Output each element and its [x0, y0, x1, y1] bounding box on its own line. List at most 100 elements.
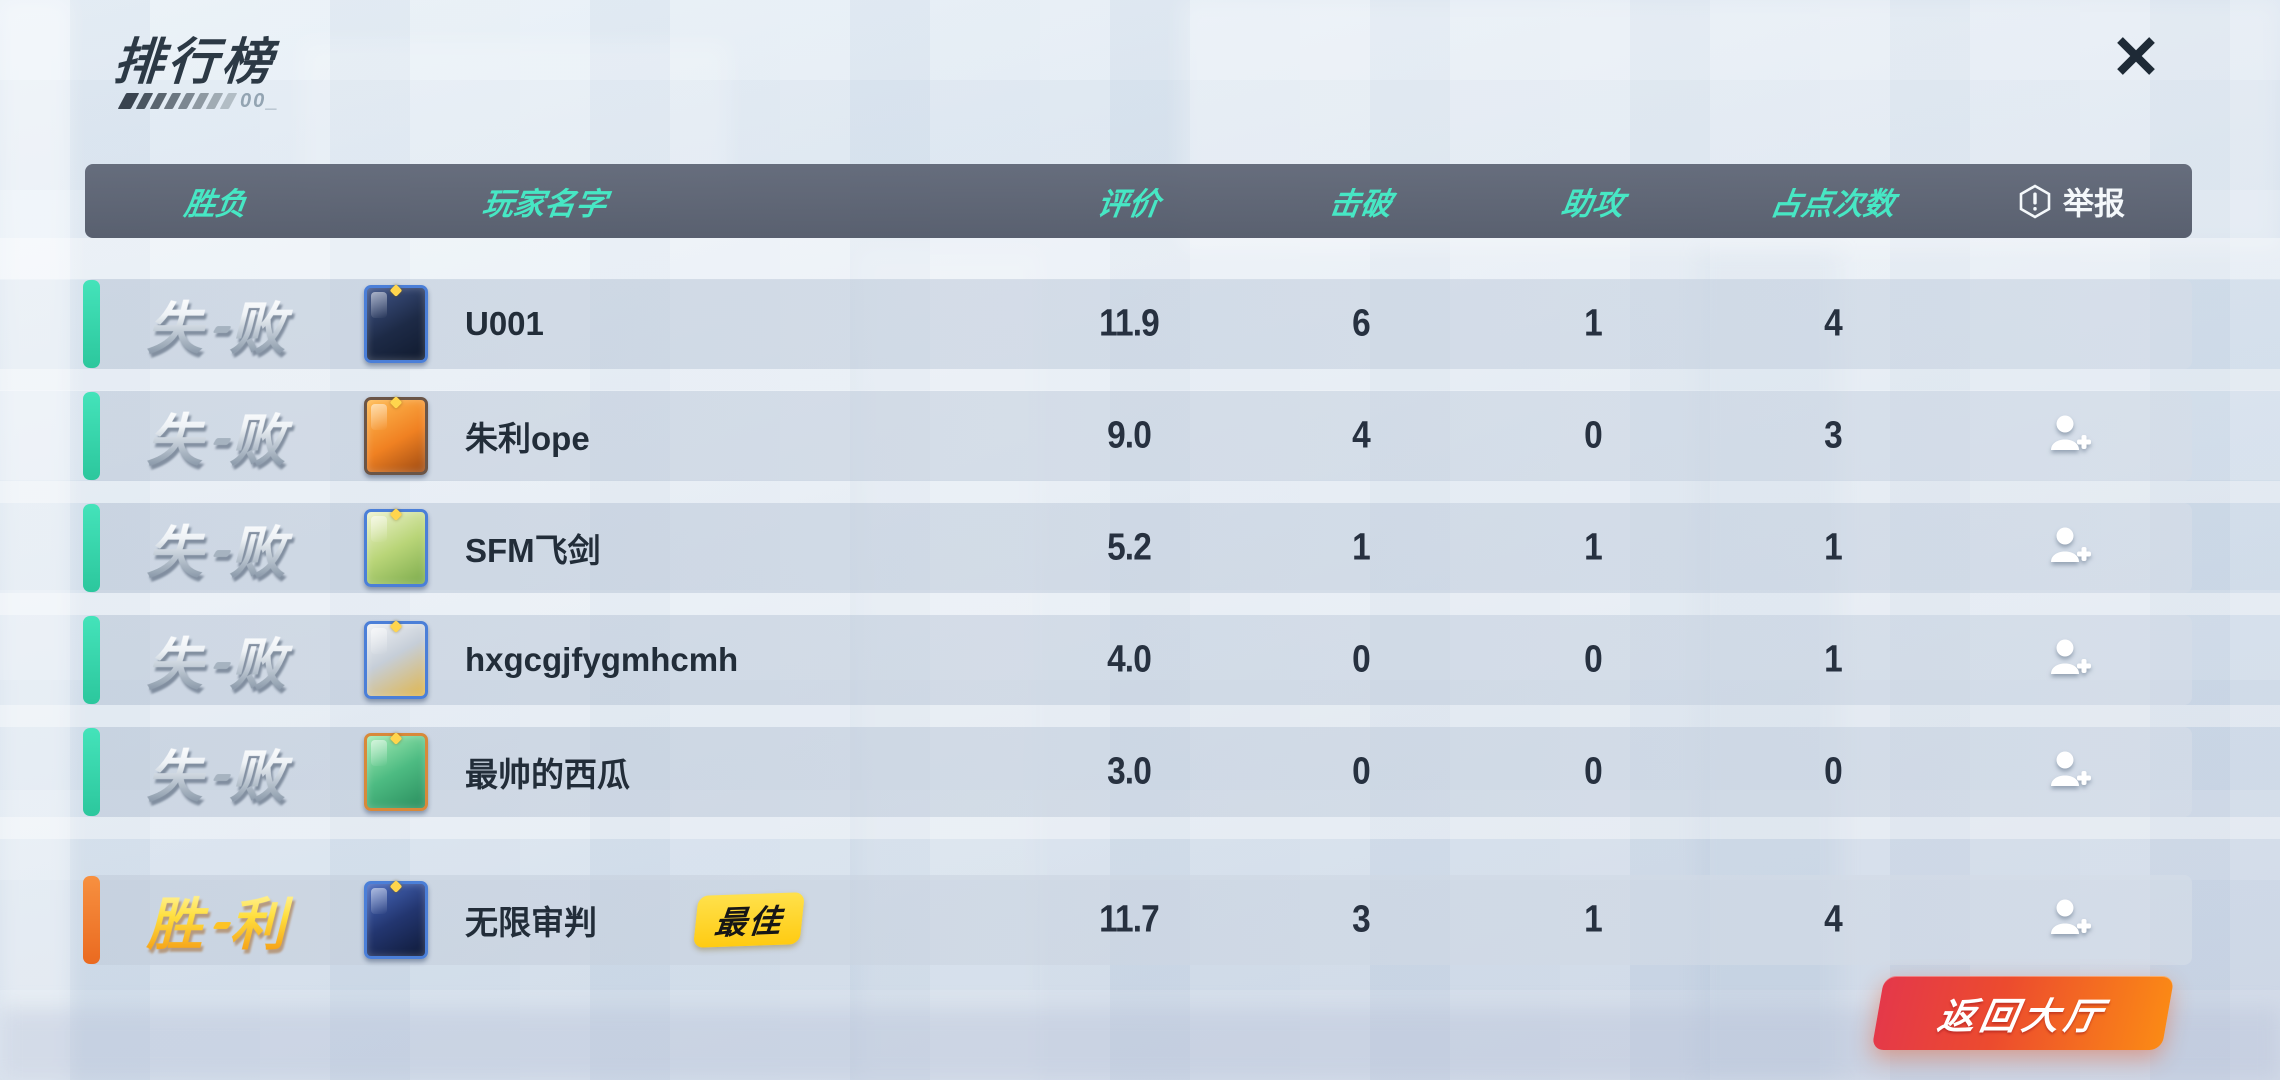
- avatar[interactable]: [364, 285, 428, 363]
- player-name: hxgcgjfygmhcmh: [465, 641, 739, 678]
- table-header: 胜负 玩家名字 评价 击破 助攻 占点次数 举报: [85, 164, 2192, 238]
- header-report: 举报: [2017, 179, 2125, 224]
- player-name: 无限审判: [465, 904, 597, 941]
- player-name: 最帅的西瓜: [465, 756, 630, 793]
- result-char: 败: [225, 732, 303, 813]
- return-lobby-button[interactable]: 返回大厅: [1871, 976, 2175, 1050]
- capture-value: 4: [1824, 898, 1843, 941]
- close-icon: [2117, 37, 2155, 75]
- header-player-name: 玩家名字: [480, 186, 610, 222]
- result-label: 胜 利: [112, 875, 334, 965]
- result-char: 利: [225, 880, 303, 961]
- add-friend-icon: [2051, 527, 2091, 562]
- rating-value: 11.7: [1099, 898, 1160, 941]
- table-row: 失 败 最帅的西瓜 3.0 0 0 0: [83, 727, 2192, 817]
- player-name: U001: [465, 305, 544, 342]
- result-char: 败: [225, 620, 303, 701]
- header-takedowns: 击破: [1327, 186, 1395, 222]
- assist-value: 1: [1584, 302, 1603, 345]
- result-label: 失 败: [112, 279, 334, 369]
- add-friend-button[interactable]: [2048, 525, 2094, 571]
- result-char: 败: [225, 508, 303, 589]
- capture-value: 4: [1824, 302, 1843, 345]
- header-assists: 助攻: [1559, 186, 1627, 222]
- team-accent-bar: [83, 280, 100, 368]
- header-rating: 评价: [1095, 186, 1163, 222]
- result-char: 胜: [142, 880, 220, 961]
- bg-streak: [0, 817, 2280, 839]
- avatar[interactable]: [364, 621, 428, 699]
- title-decoration: 00_: [117, 89, 280, 112]
- return-lobby-label: 返回大厅: [1934, 996, 2110, 1037]
- best-player-badge-label: 最佳: [712, 902, 785, 942]
- avatar[interactable]: [364, 733, 428, 811]
- player-name: SFM飞剑: [465, 532, 601, 569]
- capture-value: 3: [1824, 414, 1843, 457]
- result-label: 失 败: [112, 727, 334, 817]
- avatar[interactable]: [364, 509, 428, 587]
- assist-value: 0: [1584, 414, 1603, 457]
- team-accent-bar: [83, 616, 100, 704]
- result-dash: [212, 661, 232, 669]
- header-win-loss: 胜负: [182, 186, 250, 222]
- add-friend-button[interactable]: [2048, 413, 2094, 459]
- result-label: 失 败: [112, 503, 334, 593]
- assist-value: 1: [1584, 898, 1603, 941]
- result-char: 失: [142, 732, 220, 813]
- add-friend-icon: [2051, 899, 2091, 934]
- team-accent-bar: [83, 392, 100, 480]
- rating-value: 9.0: [1107, 414, 1152, 457]
- bg-streak: [0, 705, 2280, 727]
- header-point-captures: 占点次数: [1768, 186, 1898, 222]
- result-dash: [212, 549, 232, 557]
- add-friend-icon: [2051, 639, 2091, 674]
- page-title: 排行榜: [111, 34, 278, 90]
- table-row: 失 败 SFM飞剑 5.2 1 1 1: [83, 503, 2192, 593]
- header-report-label: 举报: [2063, 186, 2125, 222]
- result-char: 失: [142, 284, 220, 365]
- bg-streak: [0, 481, 2280, 503]
- player-name: 朱利ope: [465, 420, 590, 457]
- takedown-value: 0: [1352, 638, 1371, 681]
- bg-streak: [0, 593, 2280, 615]
- table-row: 失 败 hxgcgjfygmhcmh 4.0 0 0 1: [83, 615, 2192, 705]
- takedown-value: 6: [1352, 302, 1371, 345]
- takedown-value: 0: [1352, 750, 1371, 793]
- result-char: 败: [225, 284, 303, 365]
- result-dash: [212, 921, 232, 929]
- report-warning-icon: [2019, 184, 2051, 218]
- add-friend-icon: [2051, 751, 2091, 786]
- takedown-value: 4: [1352, 414, 1371, 457]
- avatar[interactable]: [364, 397, 428, 475]
- avatar[interactable]: [364, 881, 428, 959]
- close-button[interactable]: [2104, 24, 2168, 88]
- bg-streak: [0, 369, 2280, 391]
- rating-value: 3.0: [1107, 750, 1152, 793]
- assist-value: 0: [1584, 638, 1603, 681]
- assist-value: 1: [1584, 526, 1603, 569]
- add-friend-button[interactable]: [2048, 637, 2094, 683]
- best-player-badge: 最佳: [693, 892, 805, 948]
- bg-streak: [0, 238, 2280, 279]
- add-friend-button[interactable]: [2048, 749, 2094, 795]
- team-accent-bar: [83, 876, 100, 964]
- deco-bar: [219, 93, 238, 109]
- result-dash: [212, 437, 232, 445]
- table-row: 失 败 U001 11.9 6 1 4: [83, 279, 2192, 369]
- assist-value: 0: [1584, 750, 1603, 793]
- add-friend-button[interactable]: [2048, 897, 2094, 943]
- result-dash: [212, 773, 232, 781]
- result-char: 失: [142, 396, 220, 477]
- bg-patch: [0, 0, 70, 1080]
- takedown-value: 3: [1352, 898, 1371, 941]
- result-label: 失 败: [112, 615, 334, 705]
- capture-value: 1: [1824, 638, 1843, 681]
- capture-value: 0: [1824, 750, 1843, 793]
- rating-value: 11.9: [1099, 302, 1160, 345]
- deco-text: 00_: [240, 89, 280, 112]
- rating-value: 5.2: [1107, 526, 1152, 569]
- result-char: 失: [142, 508, 220, 589]
- team-accent-bar: [83, 728, 100, 816]
- add-friend-icon: [2051, 415, 2091, 450]
